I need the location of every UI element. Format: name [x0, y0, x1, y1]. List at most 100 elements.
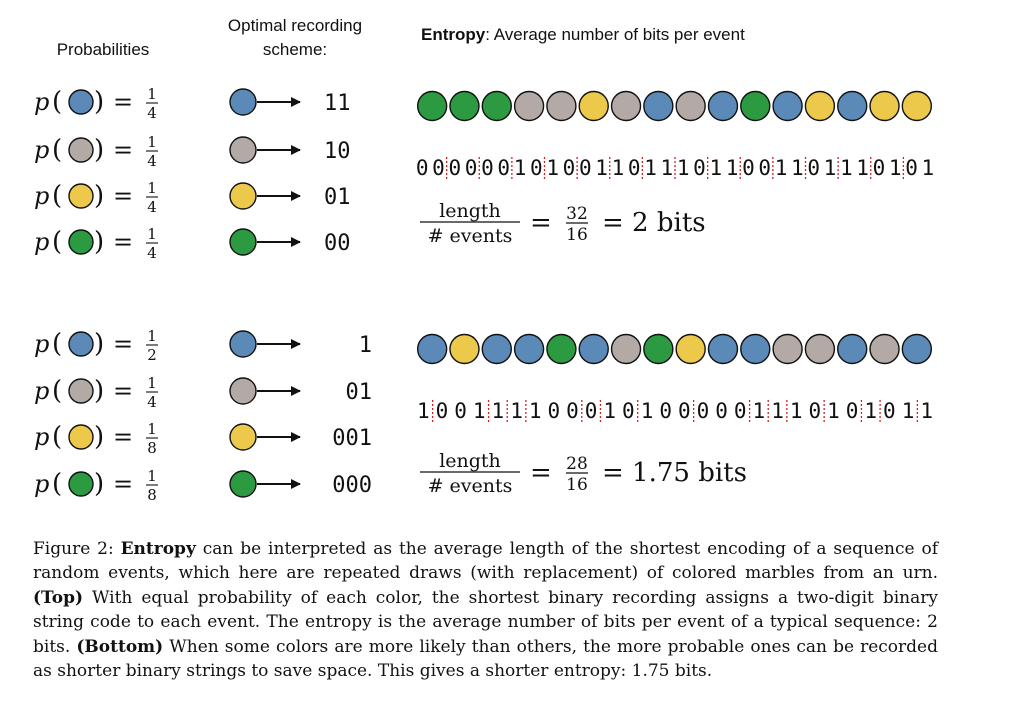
entropy-header: Entropy: Average number of bits per even…	[421, 25, 745, 44]
probability-denominator: 8	[147, 486, 157, 504]
binary-code: 00	[324, 231, 351, 256]
p-symbol: p	[34, 330, 49, 358]
bit-digit: 1	[771, 399, 784, 423]
bit-digit: 0	[734, 399, 747, 423]
bit-digit: 1	[661, 156, 674, 180]
probability-numerator: 1	[147, 85, 157, 103]
equals-sign: =	[113, 88, 133, 116]
sequence-marble-yellow	[804, 90, 836, 122]
binary-code: 01	[324, 185, 351, 210]
top-panel: p() = 14 11p() = 14 10p() = 14 01p() = 14 000 0 0 0 0 0 1 0…	[34, 85, 934, 262]
figure-caption: Figure 2: Entropy can be interpreted as …	[33, 537, 938, 683]
bit-digit: 0	[563, 156, 576, 180]
probability-row: p() = 14 00	[34, 225, 351, 262]
right-paren: )	[94, 422, 104, 452]
right-paren: )	[94, 87, 104, 117]
bit-digit: 1	[827, 399, 840, 423]
bit-digit: 1	[856, 156, 869, 180]
sequence-marble-blue	[481, 333, 512, 365]
sequence-marble-blue	[837, 333, 868, 365]
event-count: 16	[566, 225, 588, 245]
probability-denominator: 8	[147, 439, 157, 457]
bit-digit: 1	[641, 399, 654, 423]
bit-digit: 1	[677, 156, 690, 180]
bit-digit: 1	[922, 156, 935, 180]
binary-code: 11	[324, 91, 351, 116]
sequence-marble-yellow	[578, 90, 609, 122]
scheme-marble-green	[229, 470, 257, 498]
sequence-marble-gray	[869, 333, 900, 365]
bit-digit: 0	[436, 399, 449, 423]
bit-digit: 1	[920, 399, 933, 423]
entropy-figure: Probabilities Optimal recording scheme: …	[34, 16, 934, 504]
probability-numerator: 1	[147, 133, 157, 151]
bit-digit: 1	[510, 399, 523, 423]
probability-row: p() = 12 1	[34, 327, 372, 364]
caption-text-1: can be interpreted as the average length…	[33, 539, 939, 584]
p-symbol: p	[34, 182, 49, 210]
marble-blue	[68, 331, 94, 357]
probability-numerator: 1	[147, 225, 157, 243]
sequence-marble-gray	[546, 90, 577, 122]
bit-digit: 0	[873, 156, 886, 180]
bit-digit: 1	[902, 399, 915, 423]
bit-digit: 1	[595, 156, 608, 180]
bit-digit: 1	[492, 399, 505, 423]
bit-digit: 0	[742, 156, 755, 180]
caption-text-2: With equal probability of each color, th…	[33, 587, 938, 657]
left-paren: (	[52, 135, 62, 165]
probability-row: p() = 18 000	[34, 467, 372, 504]
sequence-marble-blue	[772, 90, 803, 122]
scheme-header-line1: Optimal recording	[228, 16, 362, 35]
bit-digit: 0	[530, 156, 543, 180]
sequence-marble-green	[546, 333, 577, 365]
bit-digit: 1	[775, 156, 788, 180]
bit-digit: 0	[416, 156, 429, 180]
sequence-marble-gray	[772, 333, 803, 365]
binary-code: 10	[324, 139, 351, 164]
scheme-marble-yellow	[229, 423, 257, 451]
probability-numerator: 1	[147, 327, 157, 345]
probability-denominator: 4	[147, 198, 157, 216]
equals-sign: =	[530, 458, 552, 488]
bit-digit: 0	[579, 156, 592, 180]
equals-sign: =	[113, 136, 133, 164]
probability-numerator: 1	[147, 467, 157, 485]
equals-sign: =	[113, 228, 133, 256]
bit-digit: 0	[807, 156, 820, 180]
scheme-header-line2: scheme:	[263, 40, 327, 59]
probability-denominator: 4	[147, 104, 157, 122]
sequence-marble-blue	[416, 333, 448, 365]
bit-digit: 0	[715, 399, 728, 423]
bit-digit: 1	[709, 156, 722, 180]
sequence-marble-gray	[675, 90, 706, 122]
binary-code: 001	[332, 426, 372, 451]
bit-digit: 1	[473, 399, 486, 423]
equals-sign: =	[530, 208, 552, 238]
sequence-marble-blue	[740, 333, 771, 365]
scheme-marble-yellow	[229, 182, 257, 210]
sequence-marble-gray	[804, 333, 836, 365]
right-paren: )	[94, 227, 104, 257]
bit-digit: 0	[808, 399, 821, 423]
right-paren: )	[94, 181, 104, 211]
events-label: # events	[428, 475, 513, 497]
entropy-header-bold: Entropy	[421, 25, 486, 44]
equals-sign: =	[113, 182, 133, 210]
bit-digit: 0	[883, 399, 896, 423]
sequence-marble-blue	[643, 90, 674, 122]
p-symbol: p	[34, 228, 49, 256]
bit-digit: 0	[585, 399, 598, 423]
right-paren: )	[94, 469, 104, 499]
caption-bold-bottom: (Bottom)	[76, 636, 164, 657]
bit-digit: 0	[659, 399, 672, 423]
marble-gray	[68, 378, 94, 404]
equals-sign: =	[113, 377, 133, 405]
left-paren: (	[52, 87, 62, 117]
sequence-marble-blue	[707, 333, 739, 365]
bit-digit: 1	[791, 156, 804, 180]
bits-count: 28	[566, 454, 588, 474]
probability-numerator: 1	[147, 374, 157, 392]
